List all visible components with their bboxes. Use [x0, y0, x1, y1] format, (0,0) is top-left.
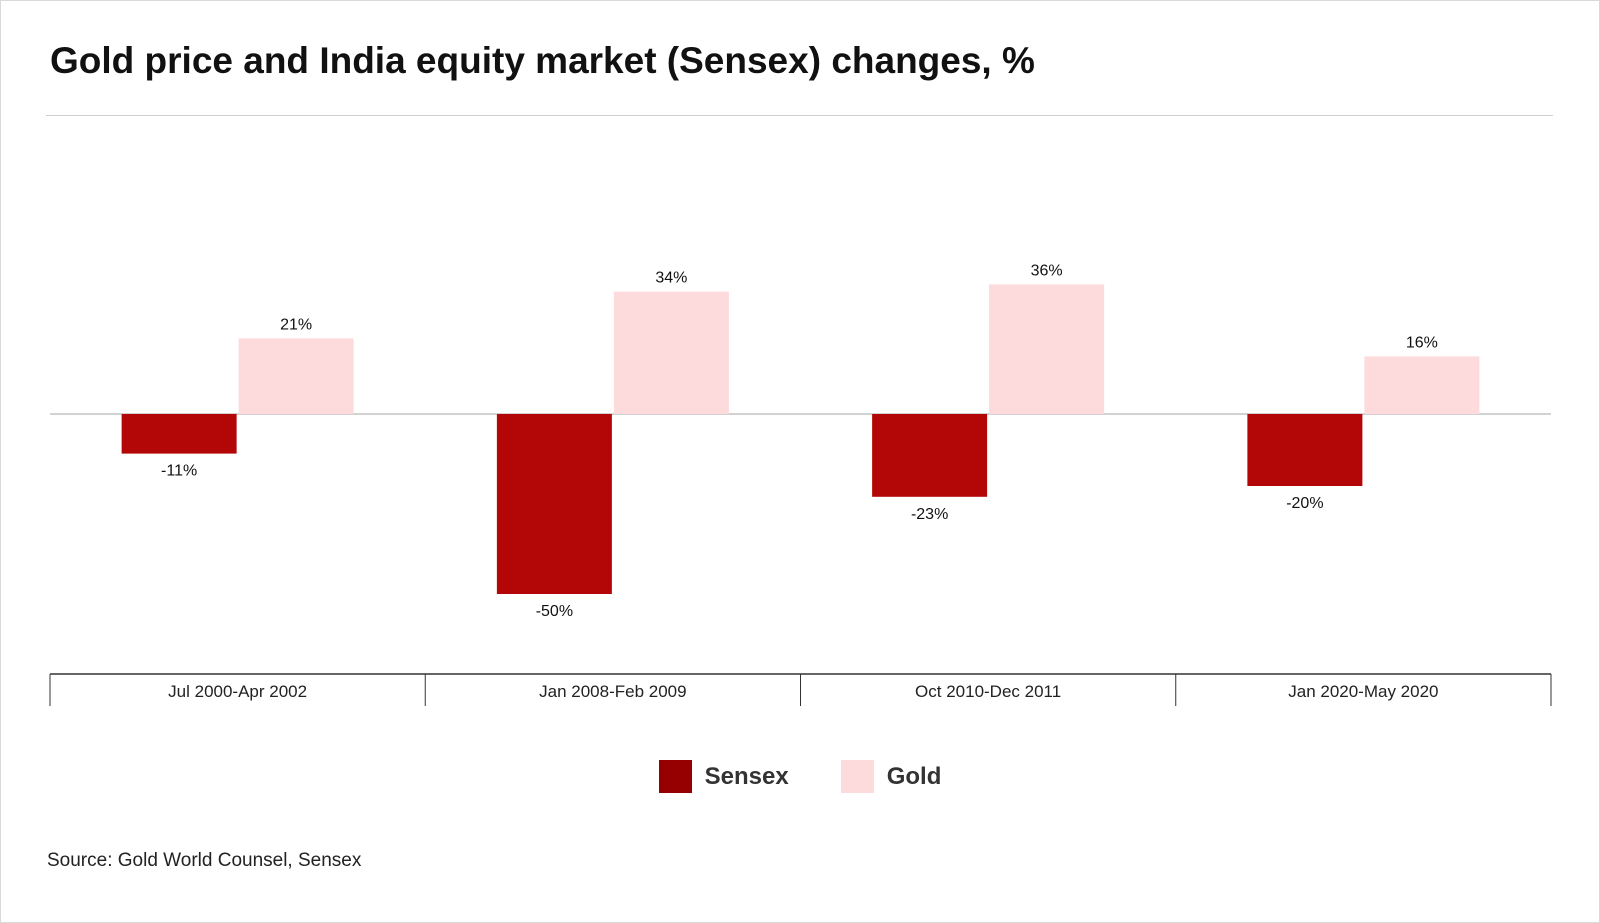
bar-gold-2 [613, 291, 729, 414]
x-tick-label-2: Jan 2008-Feb 2009 [539, 682, 686, 701]
bar-sensex-2 [496, 414, 612, 594]
data-label-sensex-1: -11% [161, 463, 197, 480]
legend: Sensex Gold [0, 760, 1600, 793]
data-label-gold-1: 21% [280, 316, 312, 333]
legend-label-sensex: Sensex [704, 762, 789, 790]
bar-gold-3 [989, 284, 1105, 414]
data-label-sensex-2: -50% [536, 603, 573, 620]
legend-item-gold: Gold [840, 760, 942, 793]
legend-swatch-gold [840, 760, 874, 793]
bar-sensex-1 [121, 414, 237, 454]
data-label-gold-3: 36% [1031, 262, 1063, 279]
legend-swatch-sensex [658, 760, 692, 793]
data-label-sensex-4: -20% [1286, 495, 1323, 512]
title-divider [46, 115, 1553, 116]
data-label-sensex-3: -23% [911, 506, 948, 523]
legend-item-sensex: Sensex [658, 760, 789, 793]
source-note: Source: Gold World Counsel, Sensex [47, 850, 362, 871]
bar-gold-1 [238, 338, 354, 414]
x-tick-label-4: Jan 2020-May 2020 [1288, 682, 1438, 701]
bar-gold-4 [1364, 356, 1480, 414]
x-tick-label-1: Jul 2000-Apr 2002 [168, 682, 307, 701]
chart-title: Gold price and India equity market (Sens… [50, 40, 1035, 81]
legend-label-gold: Gold [886, 762, 942, 790]
bar-sensex-3 [872, 414, 988, 497]
bar-sensex-4 [1247, 414, 1363, 486]
data-label-gold-4: 16% [1406, 334, 1438, 351]
data-label-gold-2: 34% [655, 270, 687, 287]
x-tick-label-3: Oct 2010-Dec 2011 [915, 682, 1061, 701]
